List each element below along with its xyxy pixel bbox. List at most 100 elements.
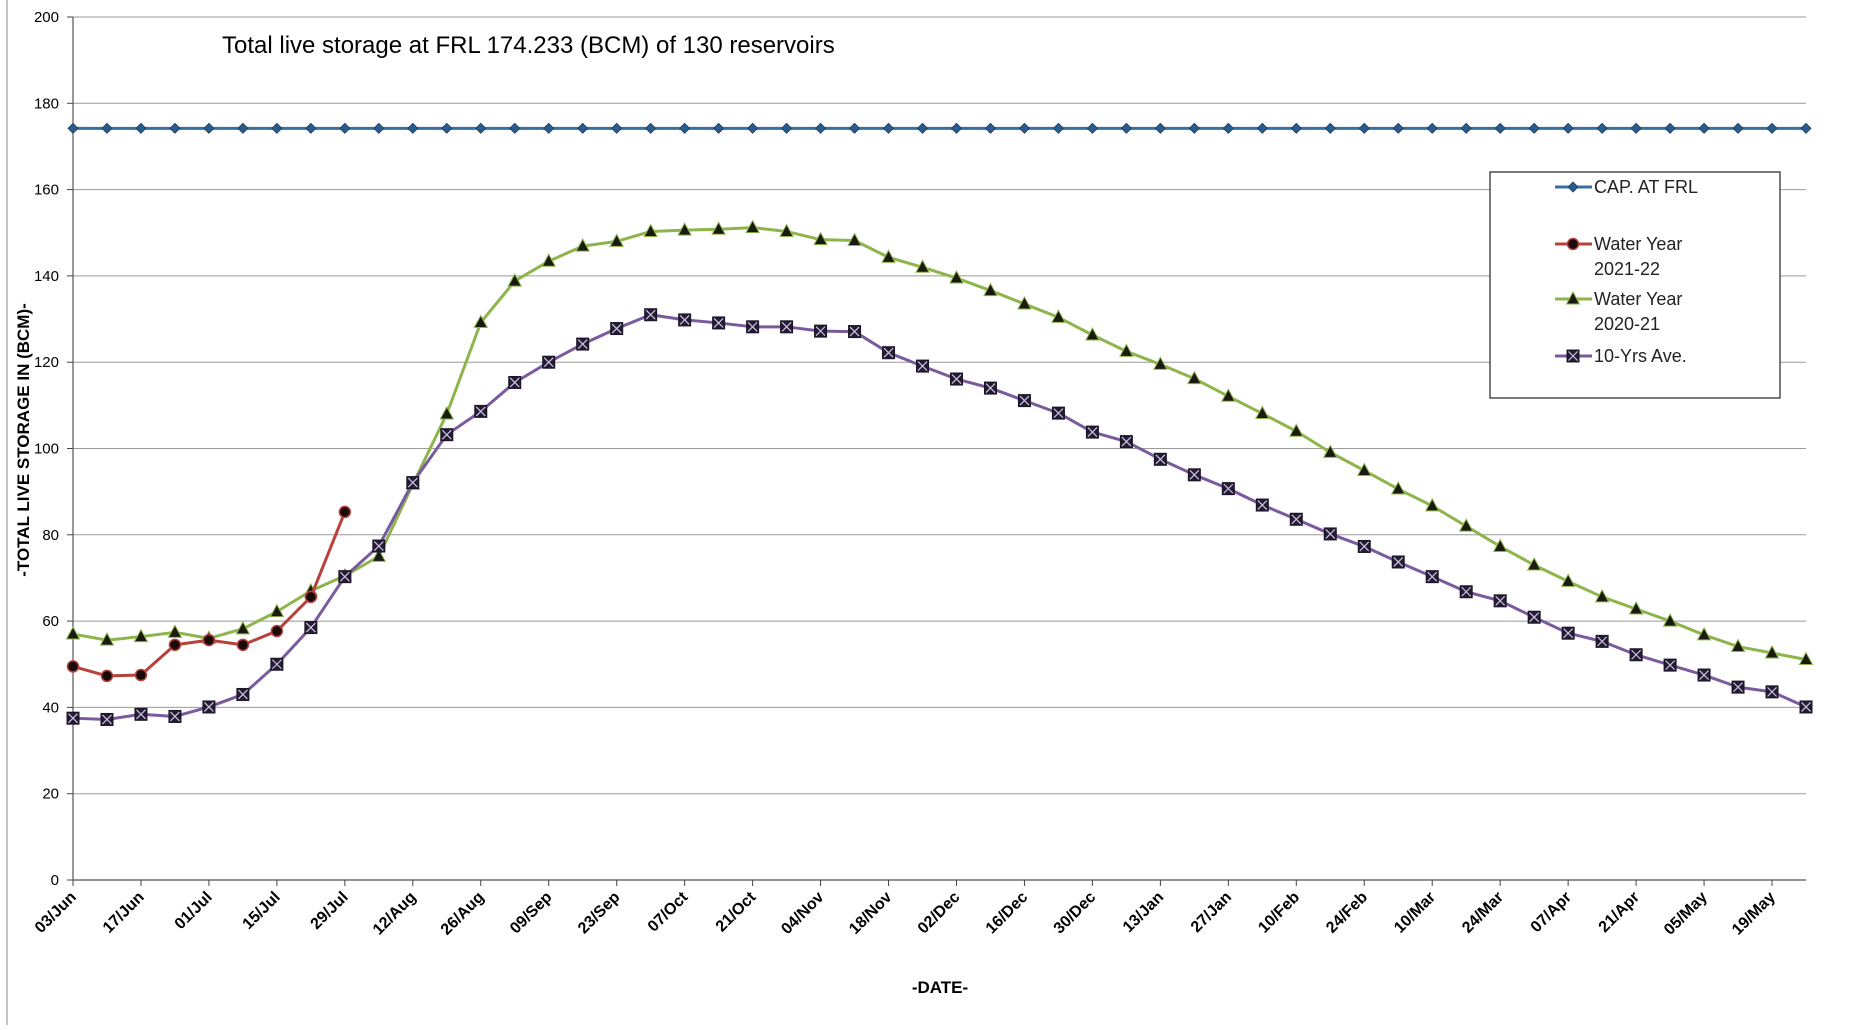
water-year-2020-21-point — [609, 233, 625, 247]
water-year-2021-22-point — [66, 660, 80, 673]
water-year-2020-21-point — [575, 238, 591, 252]
10-yrs-ave-point — [1051, 406, 1065, 420]
cap-at-frl-point — [1324, 122, 1336, 134]
cap-at-frl-point — [1086, 122, 1098, 134]
water-year-2020-21-point — [1017, 295, 1032, 310]
water-year-2020-21-point — [1356, 462, 1372, 477]
cap-at-frl-point — [1494, 122, 1506, 134]
water-year-2020-21-point — [269, 603, 285, 618]
cap-at-frl-point — [441, 122, 453, 134]
water-year-2020-21-point — [1254, 405, 1270, 420]
water-year-2021-22-point — [168, 638, 182, 652]
10-yrs-ave-point — [304, 621, 318, 635]
water-year-2020-21-point — [1628, 600, 1644, 615]
water-year-2020-21-point — [1594, 588, 1610, 603]
cap-at-frl-point — [509, 122, 521, 134]
water-year-2021-22-point — [236, 638, 250, 652]
cap-at-frl-point — [339, 122, 351, 134]
10-yrs-ave-point — [712, 316, 726, 330]
10-yrs-ave-point — [1221, 482, 1235, 496]
x-axis-title: -DATE- — [912, 978, 968, 997]
10-yrs-ave-point — [1187, 468, 1201, 482]
10-yrs-ave-point — [1289, 512, 1303, 526]
legend-water-year-2020-21-point — [1565, 290, 1581, 305]
legend-entry-cap-at-frl: CAP. AT FRL — [1555, 177, 1698, 197]
water-year-2020-21-point — [439, 405, 455, 420]
cap-at-frl-point — [848, 122, 861, 134]
y-tick-label: 80 — [42, 527, 59, 544]
legend-entry-water-year-2020-21: Water Year 2020-21 — [1555, 289, 1682, 334]
water-year-2021-22-point — [304, 590, 318, 604]
cap-at-frl-point — [1732, 122, 1744, 134]
water-year-2021-22-point — [338, 505, 352, 519]
10-yrs-ave-point — [780, 320, 794, 334]
10-yrs-ave-point — [1153, 452, 1167, 466]
10-yrs-ave-point — [814, 324, 828, 338]
water-year-2020-21-point — [915, 259, 930, 273]
10-yrs-ave-point — [916, 359, 930, 373]
cap-at-frl-point — [1392, 122, 1404, 134]
10-yrs-ave-point — [474, 404, 488, 418]
y-tick-label: 140 — [34, 268, 59, 285]
series-cap-at-frl — [67, 122, 1812, 134]
cap-at-frl-point — [305, 122, 317, 134]
water-year-2020-21-point — [1187, 370, 1202, 385]
10-yrs-ave-point — [678, 313, 692, 327]
cap-at-frl-point — [781, 122, 793, 134]
water-year-2020-21-point — [1730, 638, 1746, 653]
series-water-year-2020-21 — [65, 219, 1814, 666]
cap-at-frl-point — [1800, 122, 1812, 134]
cap-at-frl-point — [1766, 122, 1778, 134]
water-year-2020-21-point — [1424, 497, 1440, 512]
cap-at-frl-point — [407, 122, 419, 134]
10-yrs-ave-point — [236, 687, 250, 701]
series-water-year-2021-22 — [66, 505, 352, 683]
water-year-2020-21-point — [779, 223, 794, 237]
cap-at-frl-point — [1596, 122, 1608, 134]
10-yrs-ave-point — [848, 325, 862, 339]
10-yrs-ave-point — [882, 346, 896, 360]
y-tick-label: 200 — [34, 9, 59, 26]
water-year-2020-21-point — [745, 219, 760, 234]
10-yrs-ave-point — [542, 355, 556, 369]
cap-at-frl-point — [203, 122, 215, 134]
cap-at-frl-point — [747, 122, 759, 134]
legend-label: CAP. AT FRL — [1594, 177, 1698, 197]
10-yrs-ave-point — [168, 709, 182, 723]
legend-water-year-2021-22-point — [1566, 237, 1580, 251]
water-year-2020-21-point — [813, 231, 828, 246]
legend-10-yrs-ave-point — [1566, 349, 1580, 363]
cap-at-frl-point — [1256, 122, 1268, 134]
water-year-2020-21-point — [1696, 626, 1712, 641]
water-year-2020-21-point — [473, 314, 489, 329]
cap-at-frl-point — [713, 122, 725, 134]
10-yrs-ave-point — [1085, 425, 1099, 439]
10-yrs-ave-point — [1561, 626, 1575, 640]
cap-at-frl-point — [1562, 122, 1574, 134]
water-year-2020-21-point — [1322, 444, 1338, 458]
10-yrs-ave-point — [1799, 700, 1813, 714]
cap-at-frl-point — [1426, 122, 1438, 134]
water-year-2020-21-point — [1662, 613, 1678, 627]
y-tick-label: 0 — [51, 872, 59, 889]
series-line-water-year-2020-21 — [72, 226, 1807, 661]
10-yrs-ave-point — [372, 539, 386, 553]
water-year-2020-21-point — [1560, 573, 1576, 587]
y-tick-label: 120 — [34, 354, 59, 371]
water-year-2020-21-point — [1051, 309, 1066, 323]
10-yrs-ave-point — [66, 711, 80, 725]
cap-at-frl-point — [1154, 122, 1166, 134]
10-yrs-ave-point — [1459, 585, 1473, 599]
water-year-2020-21-point — [507, 273, 523, 287]
10-yrs-ave-point — [508, 375, 522, 389]
y-tick-label: 20 — [42, 786, 59, 803]
10-yrs-ave-point — [134, 707, 148, 721]
10-yrs-ave-point — [746, 320, 760, 334]
cap-at-frl-point — [271, 122, 283, 134]
chart-title: Total live storage at FRL 174.233 (BCM) … — [222, 32, 835, 59]
cap-at-frl-point — [1528, 122, 1540, 134]
water-year-2021-22-point — [270, 624, 284, 638]
water-year-2021-22-point — [100, 669, 114, 683]
water-year-2021-22-point — [134, 668, 148, 682]
